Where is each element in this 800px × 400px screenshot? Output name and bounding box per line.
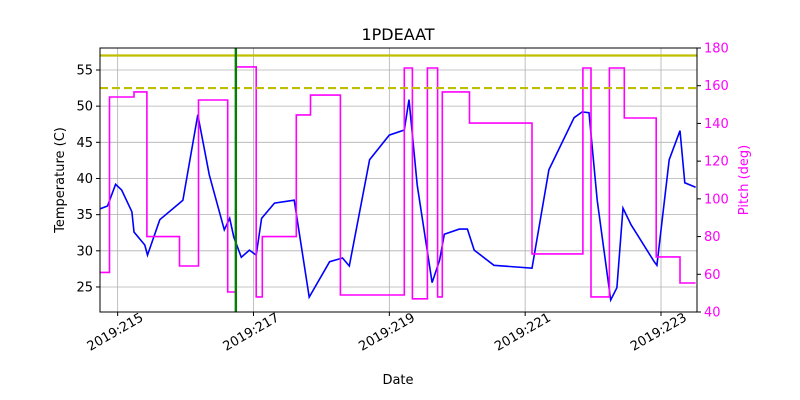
y2-tick-label: 120 xyxy=(704,155,729,170)
x-tick-label: 2019:215 xyxy=(85,310,146,354)
x-tick-label: 2019:221 xyxy=(492,310,553,354)
y2-axis-label: Pitch (deg) xyxy=(737,145,752,215)
y-axis-label: Temperature (C) xyxy=(53,127,68,234)
y-tick-label: 50 xyxy=(76,100,93,115)
y2-tick-label: 140 xyxy=(704,117,729,132)
y2-tick-label: 40 xyxy=(704,306,721,321)
x-tick-label: 2019:223 xyxy=(628,310,689,354)
x-axis-label: Date xyxy=(382,373,413,388)
chart-title: 1PDEAAT xyxy=(361,25,434,44)
y-tick-label: 35 xyxy=(76,208,93,223)
data-line xyxy=(100,66,696,300)
y-tick-label: 40 xyxy=(76,172,93,187)
y2-tick-label: 100 xyxy=(704,192,729,207)
x-tick-label: 2019:217 xyxy=(221,310,282,354)
y-tick-label: 25 xyxy=(76,280,93,295)
y2-tick-label: 160 xyxy=(704,79,729,94)
y-tick-label: 45 xyxy=(76,136,93,151)
y-tick-label: 55 xyxy=(76,63,93,78)
axes-frame xyxy=(99,47,698,313)
plot-area xyxy=(100,48,697,312)
y2-tick-label: 60 xyxy=(704,268,721,283)
y-tick-label: 30 xyxy=(76,244,93,259)
x-tick-label: 2019:219 xyxy=(356,310,417,354)
data-line xyxy=(100,99,696,303)
y2-tick-label: 80 xyxy=(704,230,721,245)
y2-tick-label: 180 xyxy=(704,42,729,57)
